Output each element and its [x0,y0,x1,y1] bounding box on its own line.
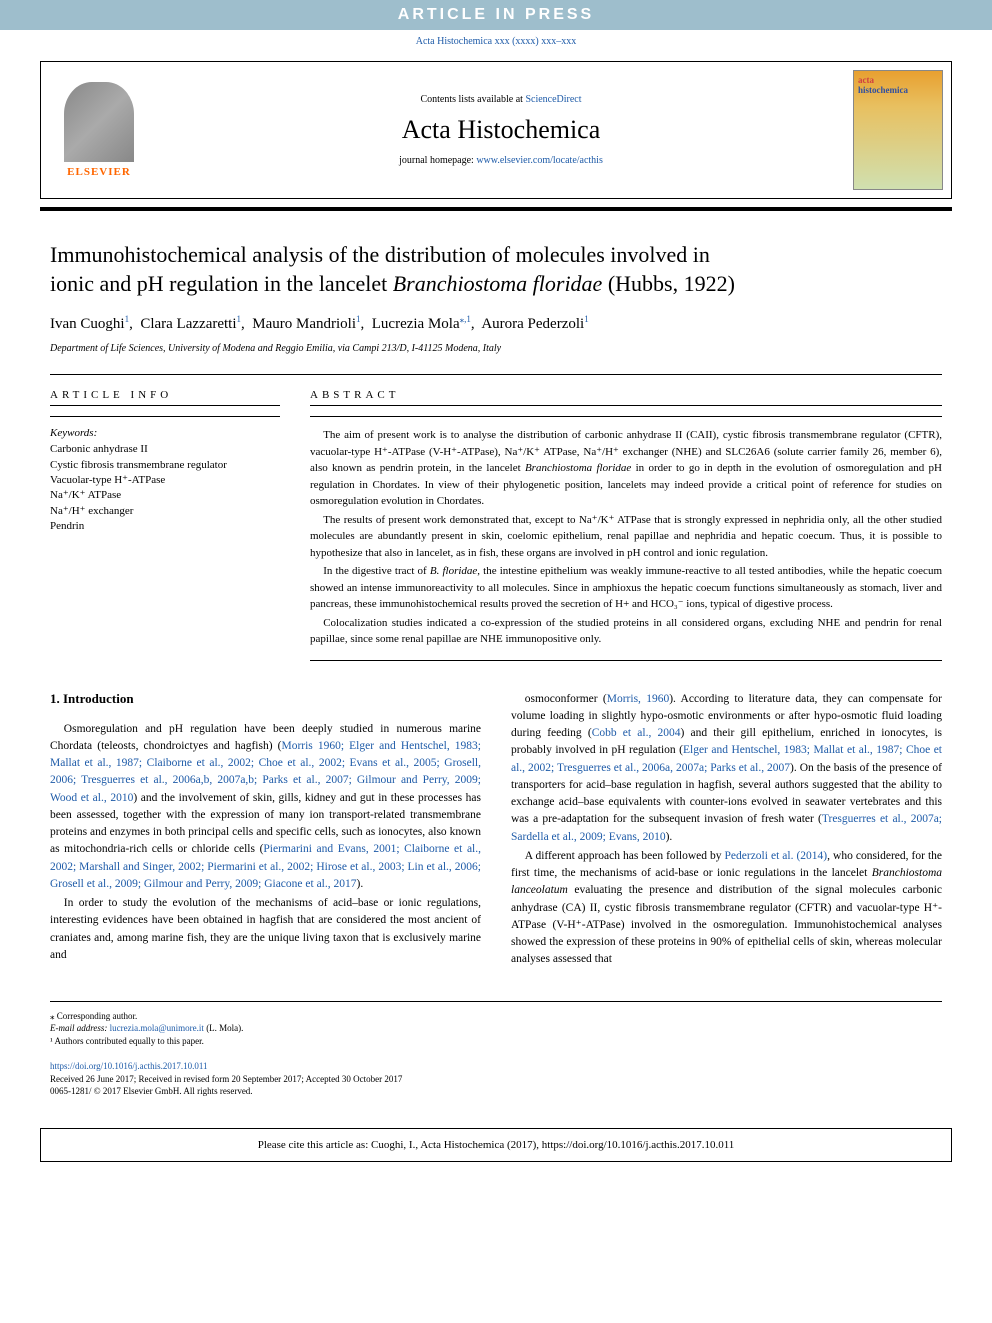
author-3: Mauro Mandrioli [252,316,356,332]
author-2: Clara Lazzaretti [140,316,236,332]
keyword-item: Carbonic anhydrase II [50,442,280,457]
left-p2: In order to study the evolution of the m… [50,895,481,964]
cover-histo: histochemica [858,85,908,95]
keyword-item: Pendrin [50,519,280,534]
right-p2-a: A different approach has been followed b… [525,850,725,862]
right-p1-a: osmoconformer ( [525,693,607,705]
cover-acta: acta [858,75,874,85]
left-column: 1. Introduction Osmoregulation and pH re… [50,691,481,971]
intro-heading: 1. Introduction [50,691,481,707]
email-line: E-mail address: lucrezia.mola@unimore.it… [50,1022,942,1035]
ref-link[interactable]: Morris, 1960 [607,693,669,705]
elsevier-label: ELSEVIER [67,166,131,178]
keywords-label: Keywords: [50,416,280,439]
received-dates: Received 26 June 2017; Received in revis… [50,1073,942,1086]
footer: ⁎ Corresponding author. E-mail address: … [50,1001,942,1098]
homepage-link[interactable]: www.elsevier.com/locate/acthis [476,155,603,166]
keywords-list: Carbonic anhydrase II Cystic fibrosis tr… [50,442,280,534]
journal-header: ELSEVIER Contents lists available at Sci… [40,61,952,199]
author-4-sup: ⁎,1 [460,314,471,324]
keyword-item: Na⁺/H⁺ exchanger [50,504,280,519]
top-citation: Acta Histochemica xxx (xxxx) xxx–xxx [0,30,992,53]
keyword-item: Na⁺/K⁺ ATPase [50,488,280,503]
journal-homepage: journal homepage: www.elsevier.com/locat… [149,155,853,166]
abstract-p1-species: Branchiostoma floridae [525,462,631,474]
title-line2-prefix: ionic and pH regulation in the lancelet [50,271,393,296]
cover-title: acta histochemica [858,75,908,95]
right-p1: osmoconformer (Morris, 1960). According … [511,691,942,846]
right-p2-c: evaluating the presence and distribution… [511,884,942,965]
title-line2-suffix: (Hubbs, 1922) [602,271,735,296]
info-abstract-row: ARTICLE INFO Keywords: Carbonic anhydras… [50,374,942,661]
contribution-note: ¹ Authors contributed equally to this pa… [50,1035,942,1048]
contents-prefix: Contents lists available at [420,94,525,105]
elsevier-tree-icon [64,82,134,162]
sciencedirect-link[interactable]: ScienceDirect [525,94,581,105]
right-p2: A different approach has been followed b… [511,848,942,969]
left-body-text: Osmoregulation and pH regulation have be… [50,721,481,965]
journal-name: Acta Histochemica [149,115,853,145]
corresponding-author: ⁎ Corresponding author. [50,1010,942,1023]
title-line1: Immunohistochemical analysis of the dist… [50,242,710,267]
header-divider [40,207,952,211]
affiliation: Department of Life Sciences, University … [50,343,942,354]
cite-box: Please cite this article as: Cuoghi, I.,… [40,1128,952,1162]
author-1: Ivan Cuoghi [50,316,125,332]
journal-cover-thumbnail: acta histochemica [853,70,943,190]
abstract-p3: In the digestive tract of B. floridae, t… [310,563,942,613]
abstract-text: The aim of present work is to analyse th… [310,416,942,661]
author-5-sup: 1 [584,314,589,324]
article-info-label: ARTICLE INFO [50,389,280,406]
authors-line: Ivan Cuoghi1, Clara Lazzaretti1, Mauro M… [50,314,942,333]
author-3-sup: 1 [356,314,361,324]
right-p1-e: ). [666,831,673,843]
abstract-column: ABSTRACT The aim of present work is to a… [310,389,942,661]
body-columns: 1. Introduction Osmoregulation and pH re… [50,691,942,971]
copyright-line: 0065-1281/ © 2017 Elsevier GmbH. All rig… [50,1085,942,1098]
article-info-column: ARTICLE INFO Keywords: Carbonic anhydras… [50,389,280,661]
right-body-text: osmoconformer (Morris, 1960). According … [511,691,942,969]
main-content: Immunohistochemical analysis of the dist… [0,241,992,1098]
doi-link[interactable]: https://doi.org/10.1016/j.acthis.2017.10… [50,1061,208,1071]
author-2-sup: 1 [237,314,242,324]
left-p1-c: ). [357,878,364,890]
author-5: Aurora Pederzoli [481,316,584,332]
email-link[interactable]: lucrezia.mola@unimore.it [110,1023,204,1033]
email-label: E-mail address: [50,1023,110,1033]
ref-link[interactable]: Cobb et al., 2004 [592,727,681,739]
author-1-sup: 1 [125,314,130,324]
left-p1: Osmoregulation and pH regulation have be… [50,721,481,894]
abstract-p1: The aim of present work is to analyse th… [310,427,942,510]
keyword-item: Vacuolar-type H⁺-ATPase [50,473,280,488]
homepage-prefix: journal homepage: [399,155,476,166]
email-suffix: (L. Mola). [204,1023,244,1033]
abstract-label: ABSTRACT [310,389,942,406]
abstract-p3-species: B. floridae [430,565,477,577]
abstract-p2: The results of present work demonstrated… [310,512,942,562]
article-in-press-banner: ARTICLE IN PRESS [0,0,992,30]
keyword-item: Cystic fibrosis transmembrane regulator [50,458,280,473]
contents-line: Contents lists available at ScienceDirec… [149,94,853,105]
right-column: osmoconformer (Morris, 1960). According … [511,691,942,971]
author-4: Lucrezia Mola [372,316,460,332]
elsevier-logo: ELSEVIER [49,75,149,185]
ref-link[interactable]: Pederzoli et al. (2014) [725,850,828,862]
abstract-p3-a: In the digestive tract of [323,565,430,577]
header-center: Contents lists available at ScienceDirec… [149,94,853,166]
article-title: Immunohistochemical analysis of the dist… [50,241,942,298]
title-species: Branchiostoma floridae [393,271,603,296]
abstract-p4: Colocalization studies indicated a co-ex… [310,615,942,648]
